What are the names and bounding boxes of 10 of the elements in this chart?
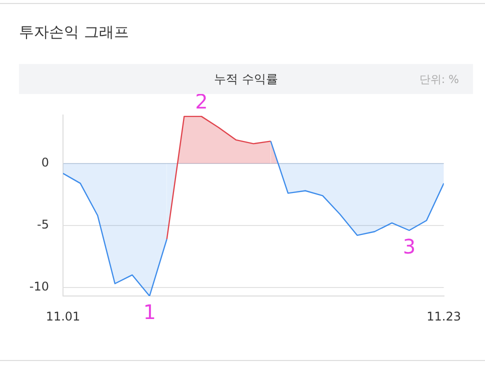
y-tick-label: -5 [37, 218, 49, 232]
x-tick-label: 11.01 [46, 309, 80, 324]
y-tick-label: -10 [29, 279, 49, 294]
y-tick-label: 0 [41, 156, 49, 170]
x-tick-label: 11.23 [426, 309, 462, 324]
annotation: 3 [402, 234, 416, 259]
header-strip: 누적 수익률 단위: % [19, 64, 473, 94]
chart-subtitle: 누적 수익률 [214, 72, 278, 86]
annotation: 1 [143, 300, 156, 324]
chart-title: 투자손익 그래프 [19, 23, 129, 42]
